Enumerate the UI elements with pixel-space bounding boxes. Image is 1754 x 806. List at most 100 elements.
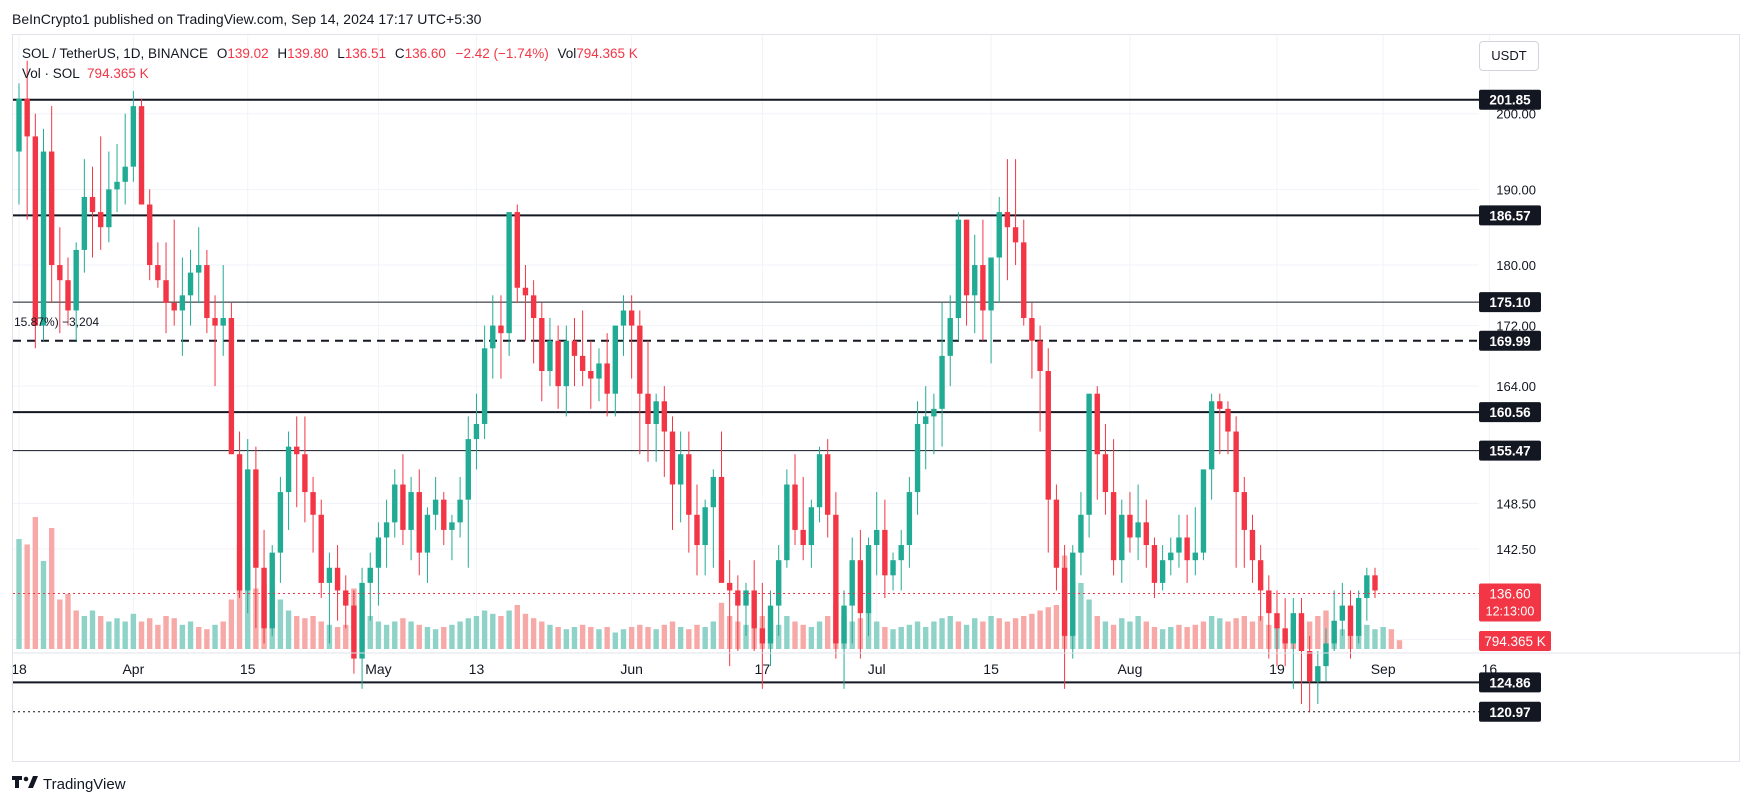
- candle: [481, 325, 488, 440]
- candle-body: [694, 514, 700, 546]
- candle-body: [751, 590, 757, 629]
- candle-body: [1290, 613, 1297, 644]
- volume-bar: [669, 621, 676, 649]
- candle: [1225, 401, 1231, 455]
- candle-body: [1274, 613, 1280, 629]
- level-price-label: 169.99: [1489, 334, 1530, 349]
- tradingview-logo-icon: [12, 775, 38, 794]
- close-value: 136.60: [404, 46, 446, 61]
- y-tick-label: 142.50: [1496, 542, 1536, 557]
- candle-body: [661, 401, 668, 432]
- candle-body: [1110, 492, 1117, 561]
- candle: [726, 560, 733, 667]
- volume-bar: [375, 621, 382, 649]
- volume-bar: [1217, 618, 1223, 649]
- volume-bar: [343, 624, 349, 649]
- volume-bar: [530, 618, 537, 649]
- candle: [253, 446, 259, 629]
- candle: [228, 302, 235, 455]
- y-tick-label: 200.00: [1496, 107, 1536, 122]
- volume-bar: [1372, 629, 1378, 649]
- currency-button[interactable]: USDT: [1479, 41, 1539, 71]
- candle: [1208, 393, 1215, 500]
- candle-body: [669, 431, 676, 485]
- candle-body: [808, 507, 815, 546]
- candle-body: [424, 514, 431, 553]
- volume-bar: [645, 627, 651, 649]
- candle-body: [759, 628, 766, 644]
- candle: [694, 484, 700, 576]
- volume-bar: [1200, 621, 1207, 649]
- candle: [931, 393, 937, 455]
- chart-frame[interactable]: 200.00 190.00 180.00 172.00 164.00 148.50 142.…: [12, 34, 1741, 763]
- candle-body: [1184, 537, 1190, 561]
- candle-body: [122, 166, 128, 182]
- candle: [1282, 598, 1288, 667]
- candle: [898, 529, 904, 591]
- candle-body: [555, 340, 561, 387]
- candle: [718, 431, 725, 583]
- high-label: H: [277, 46, 288, 61]
- candle: [759, 582, 766, 689]
- volume-bar: [89, 610, 96, 649]
- volume-bar: [1364, 624, 1370, 649]
- level-price-tag: [1479, 205, 1541, 226]
- candle: [1012, 159, 1019, 266]
- candle-body: [228, 318, 235, 455]
- candle-body: [1045, 371, 1051, 500]
- volume-series-label[interactable]: Vol · SOL: [22, 66, 80, 81]
- candle: [457, 476, 463, 538]
- candle-body: [767, 605, 774, 644]
- candle-body: [955, 219, 962, 319]
- candle: [81, 159, 88, 273]
- candle-body: [457, 499, 463, 523]
- level-price-label: 160.56: [1489, 405, 1531, 420]
- candle: [1217, 393, 1223, 455]
- volume-bar: [1045, 607, 1051, 649]
- volume-bar: [1396, 640, 1403, 649]
- y-tick-label: 172.00: [1496, 319, 1536, 334]
- candle: [506, 212, 512, 356]
- candle-body: [539, 318, 545, 371]
- tradingview-brand[interactable]: TradingView: [12, 775, 126, 794]
- candle: [923, 386, 929, 470]
- volume-bar: [73, 610, 79, 649]
- candle-body: [596, 363, 602, 379]
- candle: [1094, 386, 1100, 500]
- change-value: −2.42 (−1.74%): [455, 46, 549, 61]
- level-price-tag: [1479, 701, 1541, 722]
- candle-body: [645, 393, 651, 424]
- candle: [1323, 628, 1329, 682]
- volume-bar: [588, 627, 594, 649]
- candle: [1127, 492, 1133, 553]
- candle: [1364, 567, 1370, 621]
- candle: [1061, 545, 1068, 689]
- candle-body: [449, 522, 455, 530]
- candle-body: [1119, 514, 1125, 561]
- candle-body: [1233, 431, 1239, 493]
- candle: [89, 166, 96, 258]
- volume-bar: [1012, 618, 1019, 649]
- range-measure-note: 15.87%) −3,204: [14, 315, 100, 329]
- candle: [236, 431, 243, 599]
- volume-bar: [432, 629, 439, 649]
- candle-body: [1159, 560, 1166, 583]
- volume-bar: [718, 602, 725, 649]
- candle: [1086, 393, 1092, 538]
- legend: SOL / TetherUS, 1D, BINANCE O139.02 H139…: [22, 44, 638, 84]
- symbol-label[interactable]: SOL / TetherUS, 1D, BINANCE: [22, 46, 209, 61]
- candle-body: [800, 529, 806, 546]
- volume-bar: [1315, 616, 1321, 649]
- candle: [1029, 302, 1035, 379]
- candle: [277, 476, 284, 583]
- candle: [1176, 514, 1182, 568]
- candle-body: [1151, 545, 1158, 583]
- volume-bar: [24, 544, 30, 649]
- candle-body: [980, 265, 986, 311]
- candle-body: [718, 476, 725, 583]
- candle: [441, 492, 447, 546]
- volume-bar: [285, 610, 292, 649]
- volume-bar: [972, 618, 978, 649]
- candlestick-chart[interactable]: 200.00 190.00 180.00 172.00 164.00 148.50 142.…: [13, 35, 1741, 763]
- candle: [424, 507, 431, 583]
